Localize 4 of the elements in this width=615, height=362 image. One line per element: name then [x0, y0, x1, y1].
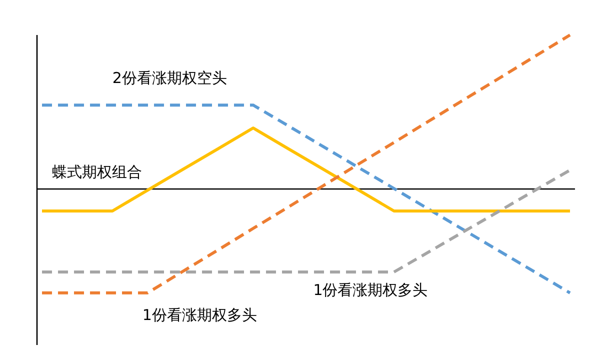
series-label: 1份看涨期权多头 [142, 306, 257, 324]
series-label: 蝶式期权组合 [52, 163, 142, 182]
series-label: 1份看涨期权多头 [313, 281, 428, 300]
series-label: 2份看涨期权空头 [112, 69, 227, 88]
